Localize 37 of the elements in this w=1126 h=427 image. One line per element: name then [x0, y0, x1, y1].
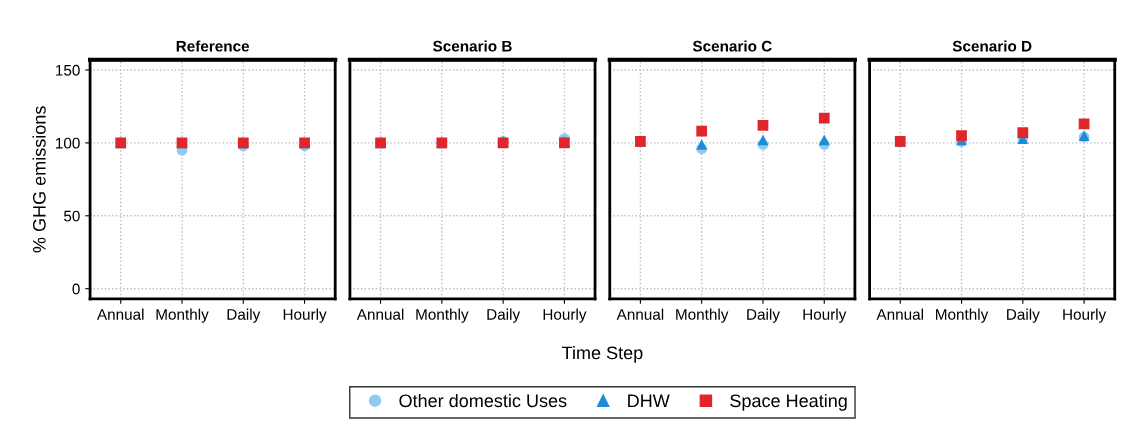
x-tick-label: Daily — [747, 308, 780, 323]
legend-label: DHW — [628, 394, 670, 407]
x-tick-label: Daily — [487, 308, 521, 323]
x-tick-label: Monthly — [156, 308, 209, 323]
legend-label: Other domestic Uses — [399, 393, 567, 408]
x-tick-label: Daily — [1007, 308, 1040, 323]
x-tick-label: Hourly — [803, 308, 847, 323]
x-axis-title: Time Step — [562, 345, 643, 363]
x-tick-label: Annual — [876, 308, 924, 320]
y-tick-label: 150 — [56, 64, 80, 76]
point — [818, 112, 830, 124]
y-tick-label: 0 — [72, 283, 80, 295]
x-tick-label: Hourly — [1063, 308, 1107, 323]
chart-title: Scenario C — [692, 40, 772, 52]
x-tick-label: Hourly — [543, 308, 587, 323]
point — [1017, 127, 1029, 139]
point — [757, 134, 769, 146]
x-tick-label: Monthly — [416, 308, 469, 323]
x-tick-label: Daily — [227, 308, 261, 323]
point — [818, 134, 830, 146]
x-tick-label: Annual — [356, 308, 404, 320]
x-tick-label: Hourly — [283, 308, 327, 323]
point — [696, 138, 708, 150]
y-tick-label: 100 — [56, 137, 80, 149]
chart-title: Scenario B — [433, 40, 512, 52]
point — [956, 130, 967, 141]
point — [696, 125, 708, 137]
point — [757, 120, 769, 131]
chart-title: Scenario D — [952, 40, 1032, 52]
y-axis-title: % GHG emissions — [32, 106, 46, 253]
x-tick-label: Annual — [96, 308, 144, 320]
x-tick-label: Monthly — [936, 308, 989, 323]
legend-label: Space Heating — [730, 393, 847, 411]
x-tick-label: Monthly — [676, 308, 729, 323]
chart-title: Reference — [176, 40, 250, 52]
y-tick-label: 50 — [63, 210, 80, 222]
x-tick-label: Annual — [616, 308, 664, 320]
